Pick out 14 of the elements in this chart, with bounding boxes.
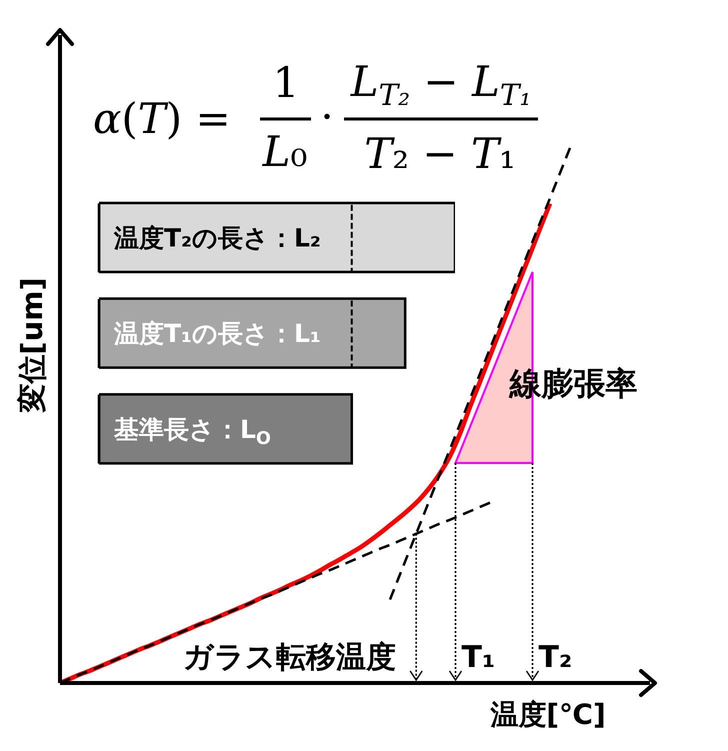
annotation: T₂ [538, 640, 572, 675]
text: 1 [272, 58, 300, 107]
annotation: L₀ [262, 127, 308, 176]
annotation: T₂ − T₁ [364, 129, 516, 178]
y-axis-title: 変位[um] [15, 277, 49, 414]
x-axis-title: 温度[℃] [489, 698, 606, 731]
annotation: ガラス転移温度 [183, 640, 396, 675]
y-tick-label: 基準長さ：L$_{O}$ [113, 414, 271, 448]
text: L$_{T₂}$ − L$_{T₁}$ [350, 57, 532, 112]
y-tick-label: 温度T₁の長さ：L₁ [113, 319, 321, 348]
y-tick-label: 温度T₂の長さ：L₂ [113, 224, 321, 252]
text: α(T) = [93, 94, 231, 143]
annotation: T₁ [462, 640, 496, 675]
text: · [320, 92, 334, 141]
